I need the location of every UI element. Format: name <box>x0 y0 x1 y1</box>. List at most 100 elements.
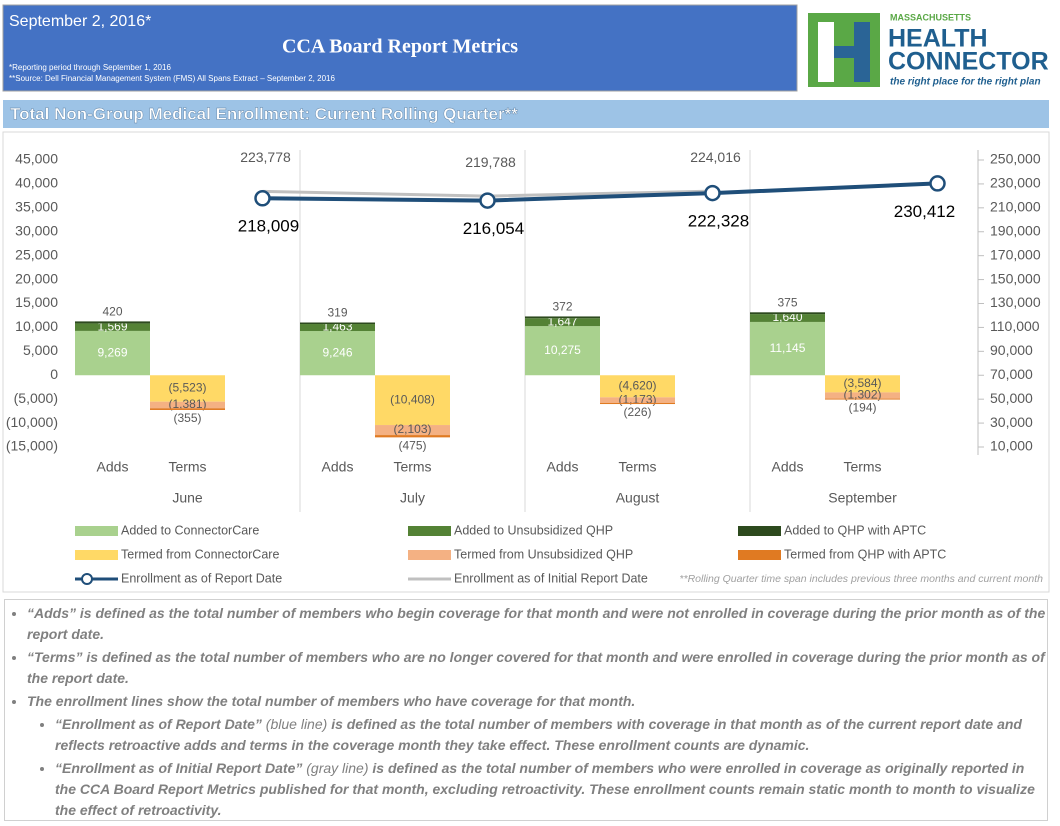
bar <box>750 321 825 376</box>
bar <box>600 402 675 405</box>
note-text: is defined as the total number of member… <box>55 760 1035 818</box>
notes: “Adds” is defined as the total number of… <box>4 599 1048 821</box>
y-tick-label: 10,000 <box>15 318 58 334</box>
bar-value-label: 1,647 <box>547 314 577 328</box>
legend-label: Enrollment as of Report Date <box>121 571 282 585</box>
bar <box>825 398 900 400</box>
bar <box>750 314 825 322</box>
line-value-label: 223,778 <box>240 149 291 165</box>
note-text: (gray line) <box>302 760 373 776</box>
bar-value-label: 375 <box>777 295 797 309</box>
y-tick-label: 20,000 <box>15 270 58 286</box>
logo-tagline: the right place for the right plan <box>890 77 1041 88</box>
note-item: “Adds” is defined as the total number of… <box>27 603 1047 645</box>
x-subcategory-label: Adds <box>772 459 804 475</box>
header-footnote: *Reporting period through September 1, 2… <box>9 63 171 72</box>
note-text: “Enrollment as of Initial Report Date” <box>55 760 303 776</box>
x-subcategory-label: Adds <box>547 459 579 475</box>
x-subcategory-label: Terms <box>393 459 431 475</box>
line-value-label: 230,412 <box>894 202 955 221</box>
y2-tick-label: 130,000 <box>990 294 1041 310</box>
line-marker <box>929 175 946 192</box>
legend-swatch <box>408 526 451 536</box>
y-tick-label: (10,000) <box>6 414 58 430</box>
bar-value-label: (4,620) <box>618 378 656 392</box>
note-text: “Enrollment as of Report Date” <box>55 716 262 732</box>
bar <box>300 331 375 376</box>
bar <box>750 312 825 315</box>
header-band <box>2 4 798 92</box>
logo-text: HEALTH <box>888 25 988 53</box>
line-value-label: 222,328 <box>688 212 749 231</box>
x-category-label: September <box>828 490 897 506</box>
logo-mark <box>854 22 870 82</box>
y2-tick-label: 90,000 <box>990 342 1033 358</box>
logo-mark <box>834 46 854 58</box>
y-tick-label: 15,000 <box>15 294 58 310</box>
chart-footnote: **Rolling Quarter time span includes pre… <box>679 573 1043 585</box>
chart-frame <box>2 131 1050 593</box>
y-tick-label: 40,000 <box>15 175 58 191</box>
legend-swatch <box>738 526 781 536</box>
bar-value-label: (194) <box>848 401 876 415</box>
bar <box>75 321 150 324</box>
note-item: “Enrollment as of Initial Report Date” (… <box>55 758 1047 821</box>
bar-value-label: 9,246 <box>322 345 352 359</box>
x-subcategory-label: Terms <box>168 459 206 475</box>
note-text: The enrollment lines show the total numb… <box>27 693 636 709</box>
bar <box>600 397 675 403</box>
line-marker <box>479 192 496 209</box>
section-title: Total Non-Group Medical Enrollment: Curr… <box>10 104 518 123</box>
bar <box>825 375 900 393</box>
x-category-label: July <box>400 490 425 506</box>
legend-swatch <box>738 550 781 560</box>
bar-value-label: (1,381) <box>168 397 206 411</box>
bar <box>75 323 150 331</box>
bar-value-label: 9,269 <box>97 345 127 359</box>
y2-tick-label: 110,000 <box>990 318 1040 334</box>
bar <box>150 375 225 402</box>
y2-tick-label: 230,000 <box>990 175 1041 191</box>
bar <box>525 318 600 327</box>
note-text: (blue line) <box>261 716 332 732</box>
report-date: September 2, 2016* <box>9 13 151 30</box>
logo-text: MASSACHUSETTS <box>890 12 971 22</box>
bar-value-label: (1,173) <box>618 392 656 406</box>
note-item: The enrollment lines show the total numb… <box>27 691 1047 712</box>
bar-value-label: (3,584) <box>843 376 881 390</box>
section-band <box>3 100 1049 128</box>
bar <box>150 408 225 410</box>
x-subcategory-label: Terms <box>618 459 656 475</box>
line-value-label: 216,054 <box>463 219 524 238</box>
logo: MASSACHUSETTS HEALTH CONNECTOR the right… <box>808 12 1049 88</box>
legend-swatch <box>75 526 118 536</box>
chart: September 2, 2016* CCA Board Report Metr… <box>2 4 1050 593</box>
logo-mark <box>818 22 834 82</box>
x-subcategory-label: Terms <box>843 459 881 475</box>
bar-value-label: 420 <box>102 305 122 319</box>
y2-tick-label: 190,000 <box>990 222 1041 238</box>
header-footnote: **Source: Dell Financial Management Syst… <box>9 74 335 83</box>
bar <box>375 425 450 436</box>
note-text: “Terms” is defined as the total number o… <box>27 649 1045 686</box>
legend-label: Termed from QHP with APTC <box>784 547 946 561</box>
y-tick-label: (15,000) <box>6 438 58 454</box>
bar <box>300 324 375 332</box>
legend-label: Added to ConnectorCare <box>121 523 259 537</box>
y2-tick-label: 150,000 <box>990 270 1041 286</box>
line-marker <box>704 184 721 202</box>
x-subcategory-label: Adds <box>97 459 129 475</box>
line-value-label: 219,788 <box>465 154 516 170</box>
y-tick-label: 35,000 <box>15 199 58 215</box>
x-category-label: August <box>616 490 660 506</box>
legend-label: Termed from Unsubsidized QHP <box>454 547 633 561</box>
note-item: “Enrollment as of Report Date” (blue lin… <box>55 714 1047 756</box>
y2-tick-label: 30,000 <box>990 414 1033 430</box>
bar <box>525 316 600 319</box>
bar-value-label: (10,408) <box>390 392 435 406</box>
y2-tick-label: 50,000 <box>990 390 1033 406</box>
legend-swatch <box>408 550 451 560</box>
y2-tick-label: 70,000 <box>990 366 1033 382</box>
line-marker <box>254 190 271 207</box>
